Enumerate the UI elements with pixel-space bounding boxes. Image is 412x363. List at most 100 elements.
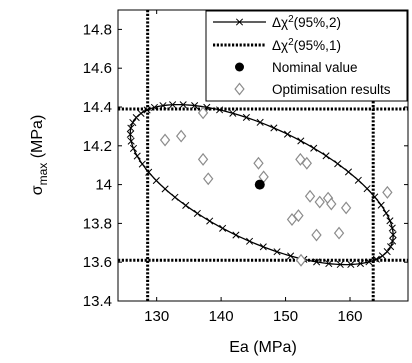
- x-tick-label: 130: [144, 308, 169, 325]
- chi2-2-ellipse-marker: [383, 248, 391, 256]
- legend-label-superscript: 2: [288, 37, 294, 48]
- chi2-2-ellipse-marker: [129, 118, 137, 127]
- chi2-2-ellipse-marker: [159, 102, 167, 110]
- chi2-2-ellipse-marker: [169, 101, 177, 109]
- optimisation-result-point: [159, 133, 171, 147]
- optimisation-result-point: [333, 226, 345, 240]
- chi2-2-ellipse-marker: [344, 168, 353, 176]
- chi2-2-ellipse-marker: [322, 152, 330, 160]
- chi2-2-ellipse-marker: [245, 237, 254, 245]
- y-axis-label-symbol: σ: [29, 185, 46, 195]
- y-tick-label: 14.2: [83, 138, 112, 155]
- nominal-value-point: [254, 179, 265, 190]
- y-tick-label: 14.4: [83, 99, 112, 116]
- y-tick-label: 14.6: [83, 60, 112, 77]
- optimisation-result-point: [175, 129, 187, 143]
- legend-entry-label: Optimisation results: [272, 82, 391, 97]
- y-axis-label-unit: (MPa): [29, 115, 46, 163]
- chi2-2-ellipse-marker: [145, 168, 153, 176]
- x-tick-label: 140: [209, 308, 234, 325]
- legend-entry-label: Δχ2(95%,1): [272, 37, 341, 53]
- chi2-2-ellipse-marker: [193, 209, 201, 217]
- chi2-2-ellipse-marker: [372, 255, 380, 263]
- chi2-2-ellipse-marker: [133, 152, 141, 160]
- legend-label-suffix: (95%,1): [294, 38, 341, 53]
- chi2-2-ellipse-marker: [152, 176, 160, 185]
- axis-ticks: 130 140 150 160 13.4 13.6 13.8 14 14.2 14.4 14.6 14…: [83, 10, 408, 325]
- chi2-2-ellipse-marker: [325, 260, 333, 268]
- y-tick-label: 13.4: [83, 293, 112, 310]
- chi2-2-ellipse-marker: [287, 252, 295, 260]
- legend-entry-label: Δχ2(95%,2): [272, 14, 341, 30]
- chi2-2-ellipse-marker: [182, 201, 190, 209]
- chi2-2-ellipse-marker: [132, 114, 140, 122]
- chi2-2-ellipse-marker: [388, 224, 396, 232]
- optimisation-result-point: [326, 197, 337, 211]
- chi2-2-ellipse-marker: [206, 217, 214, 225]
- chi2-2-ellipse-marker: [382, 209, 390, 217]
- chi2-2-ellipse-marker: [179, 101, 187, 109]
- optimisation-result-point: [197, 106, 209, 120]
- optimisation-result-point: [304, 189, 316, 203]
- y-tick-label: 14: [95, 177, 112, 194]
- chi2-2-ellipse-marker: [161, 185, 169, 193]
- chi2-2-ellipse-marker: [336, 260, 344, 269]
- x-axis-label: Ea (MPa): [229, 339, 297, 356]
- chi2-2-ellipse-marker: [356, 260, 364, 268]
- chi2-2-ellipse-marker: [270, 124, 278, 132]
- chi2-2-ellipse-marker: [259, 243, 267, 251]
- chi2-2-ellipse-marker: [256, 118, 264, 126]
- chi2-2-ellipse-marker: [150, 103, 159, 111]
- chi2-2-ellipse-marker: [386, 217, 394, 225]
- chi2-2-ellipse-marker: [377, 201, 385, 209]
- chi2-2-ellipse-marker: [387, 243, 395, 251]
- chi2-2-ellipse-marker: [371, 193, 379, 201]
- chi2-2-ellipse-marker: [242, 113, 250, 121]
- chi2-2-ellipse-marker: [389, 237, 397, 245]
- chi2-2-ellipse-marker: [127, 137, 135, 145]
- chi2-2-ellipse-marker: [232, 231, 240, 239]
- chi2-2-ellipse-marker: [313, 258, 321, 266]
- chi2-2-ellipse-marker: [347, 260, 355, 269]
- chi2-2-ellipse-marker: [389, 231, 397, 239]
- optimisation-result-point: [314, 195, 325, 209]
- legend-symbol-circle: [235, 62, 244, 72]
- legend-label-superscript: 2: [288, 14, 294, 25]
- chi2-2-ellipse-marker: [219, 224, 227, 232]
- chi2-2-ellipse-marker: [365, 258, 373, 266]
- chi2-2-ellipse-marker: [191, 102, 199, 110]
- y-tick-label: 13.6: [83, 254, 112, 271]
- legend: Δχ2(95%,2)Δχ2(95%,1)Nominal valueOptimis…: [205, 10, 408, 102]
- chi2-2-ellipse-marker: [354, 176, 362, 184]
- chi2-2-ellipse-marker: [297, 137, 305, 145]
- chi2-2-ellipse-marker: [138, 160, 146, 168]
- legend-symbol-diamond: [234, 82, 245, 96]
- chi2-2-ellipse-marker: [283, 130, 292, 138]
- y-axis-label-subscript: max: [36, 163, 50, 186]
- plot-content: [118, 10, 408, 301]
- optimisation-result-point: [295, 253, 307, 267]
- legend-label-prefix: Δχ: [272, 38, 288, 53]
- chi2-2-ellipse-marker: [229, 109, 237, 117]
- plot-frame: [117, 9, 409, 302]
- optimisation-result-point: [203, 172, 214, 186]
- chi2-2-ellipse-marker: [273, 248, 281, 256]
- chi2-2-ellipse-marker: [363, 185, 371, 193]
- chi2-2-ellipse-marker: [129, 144, 138, 152]
- optimisation-result-point: [301, 156, 312, 170]
- optimisation-result-point: [197, 152, 209, 166]
- optimisation-result-point: [253, 156, 264, 170]
- chi2-2-ellipse-marker: [127, 124, 135, 132]
- chi2-2-ellipse-marker: [126, 130, 134, 138]
- chi2-2-ellipse-marker: [216, 106, 224, 114]
- chi2-2-ellipse-marker: [171, 193, 179, 201]
- y-axis-label: σmax (MPa): [29, 115, 50, 196]
- legend-entry-label: Nominal value: [272, 60, 358, 75]
- legend-symbol-x-marker: [235, 18, 244, 26]
- optimisation-result-point: [340, 201, 352, 215]
- optimisation-result-point: [293, 209, 304, 223]
- x-tick-label: 160: [337, 308, 362, 325]
- legend-label-suffix: (95%,2): [294, 15, 341, 30]
- y-tick-label: 13.8: [83, 215, 112, 232]
